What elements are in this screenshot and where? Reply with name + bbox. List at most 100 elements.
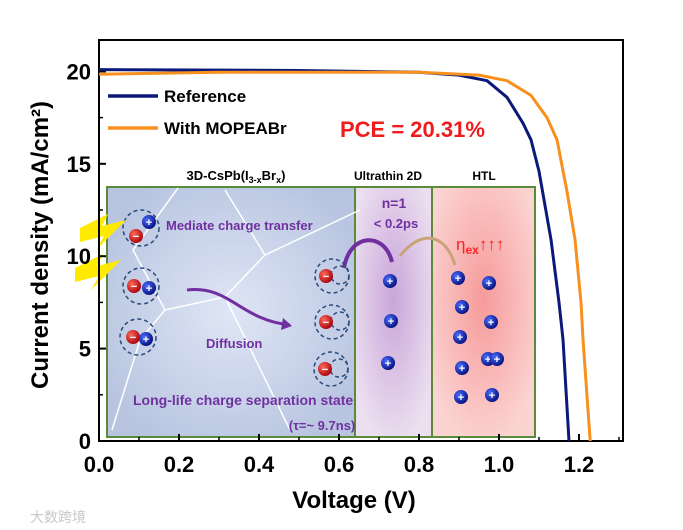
y-tick-label: 10 bbox=[67, 244, 91, 269]
grain-boundaries bbox=[111, 187, 361, 431]
plot-frame bbox=[98, 39, 624, 442]
watermark: 大数跨境 bbox=[30, 509, 86, 525]
hole-ball bbox=[484, 315, 498, 329]
hole-icon: + bbox=[454, 390, 468, 404]
plus-sign: + bbox=[143, 334, 149, 346]
hole-ball bbox=[142, 215, 156, 229]
label-htl: HTL bbox=[472, 169, 495, 183]
label-lifetime: (τ=~ 9.7ns) bbox=[289, 418, 356, 433]
plus-sign: + bbox=[489, 390, 495, 402]
hole-ball bbox=[455, 361, 469, 375]
x-tick-label: 0.2 bbox=[164, 452, 195, 477]
exciton-ring bbox=[122, 209, 160, 247]
label-ultrathin-2d: Ultrathin 2D bbox=[354, 169, 422, 183]
hole-ball bbox=[384, 314, 398, 328]
plus-sign: + bbox=[459, 302, 465, 314]
curves bbox=[98, 68, 592, 442]
transfer-arrow-2d bbox=[342, 238, 394, 269]
hole-icon: + bbox=[381, 356, 395, 370]
minus-sign: − bbox=[133, 231, 139, 243]
hole-ball bbox=[454, 390, 468, 404]
plus-sign: + bbox=[385, 358, 391, 370]
axes: 0.0 0.2 0.4 0.6 0.8 1.0 1.2 0 5 10 15 20 bbox=[67, 39, 624, 477]
plus-sign: + bbox=[485, 354, 491, 366]
hole-icon: + bbox=[484, 315, 498, 329]
hole-ball bbox=[381, 356, 395, 370]
minus-sign: − bbox=[131, 281, 137, 293]
x-axis-label: Voltage (V) bbox=[292, 487, 416, 514]
y-tick-label: 15 bbox=[67, 152, 91, 177]
plus-sign: + bbox=[387, 276, 393, 288]
legend-label-mopeabr: With MOPEABr bbox=[164, 119, 287, 138]
hole-icon: + bbox=[485, 388, 499, 402]
exciton-ring bbox=[122, 267, 160, 305]
x-tick-label: 1.2 bbox=[564, 452, 595, 477]
y-tick-label: 5 bbox=[79, 337, 91, 362]
label-mediate-charge-transfer: Mediate charge transfer bbox=[166, 218, 313, 233]
hole-ball bbox=[139, 332, 153, 346]
electron-icon: − bbox=[127, 279, 141, 293]
hole-ball bbox=[482, 276, 496, 290]
transfer-arrow-htl bbox=[398, 236, 457, 266]
lightning-icon bbox=[80, 214, 126, 250]
hole-icon: + bbox=[482, 276, 496, 290]
electron-icon: − bbox=[126, 330, 140, 344]
hole-ball bbox=[490, 352, 504, 366]
plus-sign: + bbox=[459, 363, 465, 375]
minus-sign: − bbox=[323, 317, 329, 329]
y-axis-label: Current density (mA/cm²) bbox=[27, 101, 54, 389]
x-tick-label: 0.8 bbox=[404, 452, 435, 477]
hole-icon: + bbox=[453, 330, 467, 344]
hole-icon: + bbox=[384, 314, 398, 328]
hole-icon: + bbox=[455, 361, 469, 375]
x-tick-label: 0.4 bbox=[244, 452, 275, 477]
electron-ball bbox=[319, 315, 333, 329]
electron-icon: − bbox=[319, 315, 333, 329]
exciton-ring bbox=[119, 318, 157, 356]
x-tick-label: 0.0 bbox=[84, 452, 115, 477]
series-line-mopeabr bbox=[98, 70, 592, 442]
y-tick-label: 20 bbox=[67, 59, 91, 84]
hole-ball bbox=[455, 300, 469, 314]
diffusion-arrowhead bbox=[281, 318, 292, 330]
hole-ball bbox=[453, 330, 467, 344]
pce-annotation: PCE = 20.31% bbox=[340, 117, 485, 142]
label-3d-perovskite: 3D-CsPb(I3-xBrx) bbox=[187, 168, 286, 185]
electron-ball bbox=[126, 330, 140, 344]
hole-ball bbox=[383, 274, 397, 288]
hole-icon: + bbox=[451, 271, 465, 285]
electron-ball bbox=[127, 279, 141, 293]
diffusion-arrow bbox=[186, 288, 291, 327]
minus-sign: − bbox=[323, 271, 329, 283]
electron-ball bbox=[129, 229, 143, 243]
plus-sign: + bbox=[455, 273, 461, 285]
hole-icon: + bbox=[455, 300, 469, 314]
legend: Reference With MOPEABr bbox=[108, 87, 287, 138]
hole-ball bbox=[451, 271, 465, 285]
plus-sign: + bbox=[488, 317, 494, 329]
hole-ball bbox=[142, 281, 156, 295]
label-transfer-time: < 0.2ps bbox=[374, 216, 418, 231]
label-extraction-efficiency: ηex↑↑↑ bbox=[456, 235, 504, 257]
plus-sign: + bbox=[388, 316, 394, 328]
hole-ball bbox=[485, 388, 499, 402]
electron-icon: − bbox=[318, 362, 332, 376]
plus-sign: + bbox=[486, 278, 492, 290]
plus-sign: + bbox=[494, 354, 500, 366]
electron-ball bbox=[318, 362, 332, 376]
label-diffusion: Diffusion bbox=[206, 336, 262, 351]
hole-icon: + bbox=[142, 281, 156, 295]
hole-icon: + bbox=[383, 274, 397, 288]
plus-sign: + bbox=[146, 217, 152, 229]
minus-sign: − bbox=[322, 364, 328, 376]
y-tick-label: 0 bbox=[79, 429, 91, 454]
label-long-life-state: Long-life charge separation state bbox=[133, 392, 353, 408]
hole-icon: + bbox=[139, 332, 153, 346]
minus-sign: − bbox=[130, 332, 136, 344]
plus-sign: + bbox=[457, 332, 463, 344]
hole-icon: + bbox=[490, 352, 504, 366]
ultrathin-2d-region bbox=[354, 186, 433, 438]
label-n1: n=1 bbox=[382, 195, 407, 211]
